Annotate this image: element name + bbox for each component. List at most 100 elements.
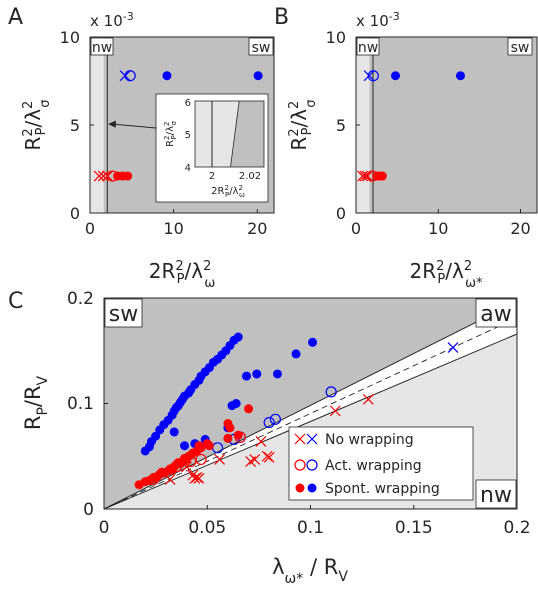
panel-a-y-multiplier: x 10-3	[90, 10, 134, 30]
panel-a-ytick-5: 5	[70, 116, 80, 135]
panel-b-point-red-x-0-0	[357, 170, 369, 182]
panel-c-ytick-0.1: 0.1	[67, 394, 94, 414]
panel-a-point-blue-filled-5-0	[162, 71, 172, 81]
panel-c-point-red-filled-5-25	[194, 441, 204, 451]
panel-c-point-red-x-3-9	[255, 436, 267, 447]
panel-c-point-red-x-3-12	[329, 405, 341, 417]
panel-c-xtick-0.2: 0.2	[503, 518, 530, 538]
panel-c-point-red-x-3-10	[261, 450, 273, 462]
panel-a-region-label-nw: nw	[90, 37, 114, 56]
svg-text:sw: sw	[252, 40, 271, 56]
panel-a-xtick-10: 10	[163, 219, 183, 238]
panel-c-xtick-0.1: 0.1	[297, 518, 324, 538]
panel-a-xtick-20: 20	[247, 219, 267, 238]
inset-xtick-2: 2	[209, 171, 215, 182]
panel-a-point-blue-filled-5-1	[253, 71, 263, 81]
legend-act-wrapping-icons	[294, 459, 318, 471]
panel-c-point-red-x-3-3	[189, 472, 201, 484]
panel-c-point-blue-o-1-4	[269, 413, 281, 425]
panel-b-point-blue-x-3-0	[363, 70, 375, 82]
panel-a-markers	[93, 70, 263, 182]
panel-c-point-blue-filled-2-39	[308, 337, 318, 347]
inset-boundary	[230, 100, 240, 168]
panel-c-point-blue-o-1-5	[325, 386, 337, 398]
panel-a-point-red-x-0-0	[93, 170, 105, 182]
panel-c-point-red-filled-5-30	[233, 430, 243, 440]
panel-c-point-red-x-3-4	[191, 471, 203, 483]
inset-ytick-4: 4	[185, 163, 191, 174]
panel-b-point-blue-filled-5-0	[390, 71, 400, 81]
panel-b-ytick-0: 0	[336, 204, 346, 223]
panel-b-ylabel: R2P/λ2 σ	[287, 99, 319, 150]
panel-c-legend: No wrapping Act. wrapping Spont. wrappin…	[288, 426, 474, 501]
panel-c-point-red-filled-5-24	[180, 453, 190, 463]
panel-b-point-red-filled-2-2	[377, 171, 387, 181]
panel-c-point-blue-filled-2-35	[241, 371, 251, 381]
panel-c-xtick-0.15: 0.15	[395, 518, 433, 538]
legend-act-wrapping-label: Act. wrapping	[325, 458, 422, 474]
panel-a-point-blue-o-4-0	[124, 70, 136, 82]
svg-text:sw: sw	[109, 302, 138, 327]
svg-text:nw: nw	[92, 40, 112, 56]
svg-text:nw: nw	[358, 40, 378, 56]
panel-c-point-red-x-3-5	[193, 472, 205, 484]
panel-c-point-red-filled-5-27	[223, 433, 233, 443]
inset-xtick-2-02: 2.02	[239, 171, 261, 182]
inset-ytick-6: 6	[185, 98, 191, 109]
panel-b-ytick-5: 5	[336, 116, 346, 135]
panel-c-point-red-o-4-3	[195, 453, 207, 466]
panel-c-markers	[134, 332, 459, 490]
panel-b-xtick-10: 10	[428, 219, 448, 238]
panel-c-region-label-sw: sw	[104, 298, 143, 328]
panel-b-xtick-20: 20	[510, 219, 530, 238]
panel-c-boundary-sw	[103, 301, 518, 510]
panel-c-boundary-nw	[103, 333, 518, 510]
panel-a-inset: 6 5 4 2 2.02 2R2 P/λ2 ω R2P/λ2σ	[155, 93, 269, 203]
panel-a-ylabel: R2P/λ2 σ	[21, 99, 53, 150]
panel-a-region-label-sw: sw	[248, 37, 274, 56]
panel-b-markers	[357, 70, 465, 182]
panel-a-point-red-x-0-1	[97, 170, 109, 182]
panel-b-region-label-nw: nw	[356, 37, 380, 56]
panel-c-xtick-0: 0	[99, 518, 110, 538]
panel-c-point-red-x-3-8	[249, 453, 261, 465]
panel-a-inset-arrow	[108, 120, 157, 129]
svg-text:nw: nw	[480, 483, 512, 508]
panel-c-point-blue-x-0-0	[447, 342, 459, 354]
panel-c-point-red-filled-5-31	[244, 404, 254, 414]
panel-a-nw-band	[90, 37, 104, 213]
svg-text:aw: aw	[480, 302, 511, 327]
panel-c-region-label-aw: aw	[475, 298, 517, 328]
panel-a-ytick-10: 10	[60, 28, 80, 47]
panel-c-point-blue-filled-2-38	[291, 349, 301, 359]
panel-b-xlabel: 2R2 P/λ2 ω*	[410, 259, 483, 291]
legend-spont-wrapping-label: Spont. wrapping	[325, 481, 440, 497]
panel-a-label: A	[8, 5, 23, 30]
panel-c-point-blue-o-1-3	[263, 416, 275, 429]
panel-b-point-blue-o-4-0	[367, 70, 379, 82]
panel-a-x-ticks	[90, 124, 258, 213]
panel-c-point-blue-filled-2-36	[252, 369, 262, 379]
panel-b-region-label-sw: sw	[507, 37, 533, 56]
panel-c-point-blue-filled-2-27	[233, 332, 243, 342]
panel-c-sw-region	[104, 298, 517, 509]
panel-c-point-red-filled-5-26	[202, 439, 212, 449]
panel-c-point-red-filled-5-21	[157, 467, 167, 477]
panel-c-region-label-nw: nw	[475, 479, 517, 509]
panel-b-x-ticks	[356, 124, 521, 213]
inset-frame	[194, 100, 265, 168]
panel-b: B 0 10 20 0 5 10 x 10-3 nw sw 2R2 P/λ2 ω* …	[274, 5, 538, 291]
panel-a-xlabel: 2R2 P/λ2 ω	[149, 259, 216, 291]
inset-ytick-5: 5	[185, 130, 191, 141]
panel-c-xlabel: λω* / RV	[272, 555, 348, 587]
panel-b-y-multiplier: x 10-3	[356, 10, 400, 30]
panel-b-nw-band	[356, 37, 370, 213]
legend-no-wrapping-icons	[294, 433, 318, 445]
panel-a: A 0 10 20 0 5 10 x 10-3 nw sw	[8, 5, 275, 291]
panel-c-ylabel: RP/RV	[21, 375, 51, 430]
panel-c-point-blue-filled-2-29	[180, 441, 190, 451]
legend-no-wrapping-label: No wrapping	[325, 432, 414, 448]
panel-b-xtick-0: 0	[351, 219, 361, 238]
legend-spont-wrapping-icons	[295, 483, 317, 493]
panel-a-point-red-filled-2-2	[123, 171, 133, 181]
